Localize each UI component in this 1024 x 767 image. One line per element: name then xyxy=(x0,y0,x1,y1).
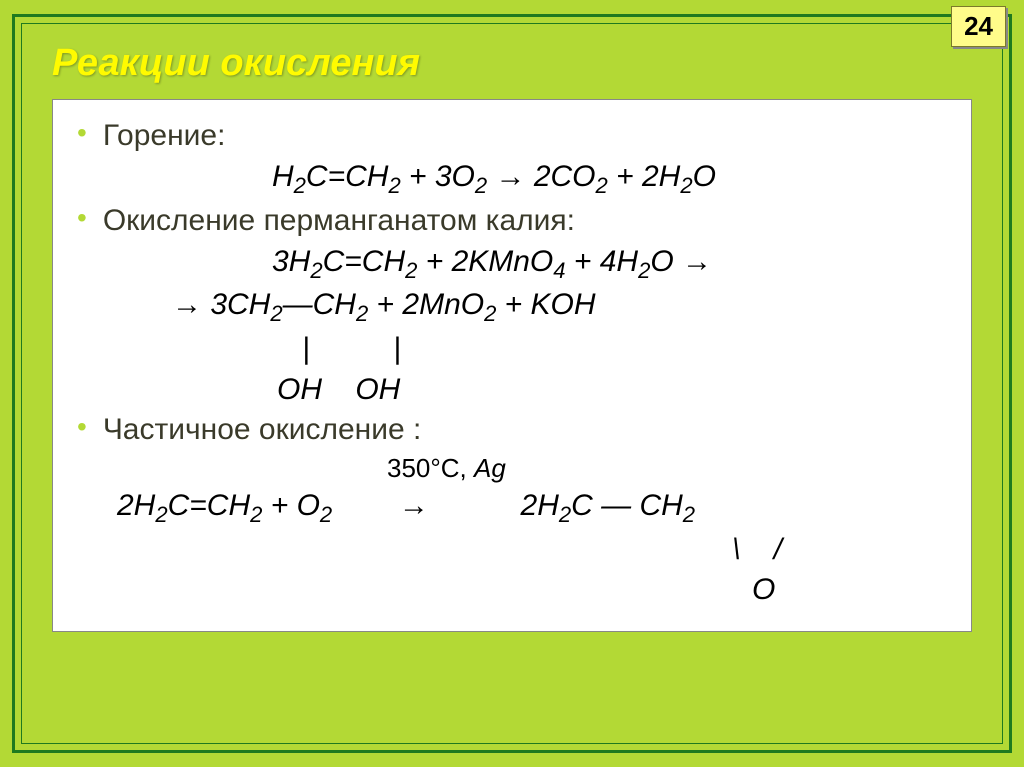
section-header: • Частичное окисление : xyxy=(77,410,947,449)
bullet-icon: • xyxy=(77,410,87,444)
equation-line: \ / xyxy=(77,530,947,571)
equation-line: O xyxy=(77,570,947,611)
equation-line: 3H2C=CH2 + 2KMnO4 + 4H2O → xyxy=(77,242,947,286)
section-label: Горение: xyxy=(103,116,226,155)
equation-line: OH OH xyxy=(77,370,947,411)
equation-line: H2C=CH2 + 3O2 → 2CO2 + 2H2O xyxy=(77,157,947,201)
section-label: Частичное окисление : xyxy=(103,410,422,449)
reaction-condition: 350°С, Ag xyxy=(77,451,947,486)
section-header: • Горение: xyxy=(77,116,947,155)
content-box: •Горение:H2C=CH2 + 3O2 → 2CO2 + 2H2O•Оки… xyxy=(52,99,972,632)
equation-line: → 3CH2—CH2 + 2MnO2 + KOH xyxy=(77,285,947,329)
bullet-icon: • xyxy=(77,201,87,235)
section-header: • Окисление перманганатом калия: xyxy=(77,201,947,240)
outer-frame: Реакции окисления • Горение:H2C=CH2 + 3O2… xyxy=(12,14,1012,753)
inner-frame: Реакции окисления • Горение:H2C=CH2 + 3O2… xyxy=(21,23,1003,744)
slide-title: Реакции окисления xyxy=(52,42,972,85)
section-label: Окисление перманганатом калия: xyxy=(103,201,575,240)
equation-line: 2H2C=CH2 + O2 → 2H2C — CH2 xyxy=(77,486,947,530)
equation-line: | | xyxy=(77,329,947,370)
bullet-icon: • xyxy=(77,116,87,150)
page-number-badge: 24 xyxy=(951,6,1006,47)
